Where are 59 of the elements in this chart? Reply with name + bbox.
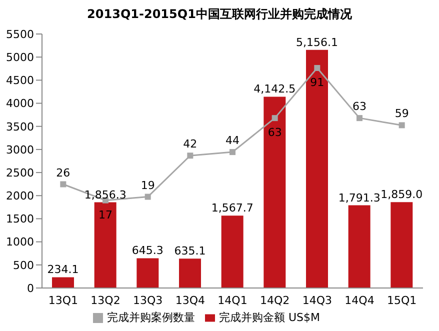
- data-label: 44: [226, 134, 240, 148]
- data-label: 63: [268, 126, 282, 140]
- y-tick-label: 2500: [6, 166, 34, 180]
- y-tick-label: 0: [27, 282, 34, 295]
- y-tick-label: 2000: [6, 190, 34, 203]
- x-tick-label: 15Q1: [387, 294, 417, 307]
- x-tick-label: 13Q2: [90, 294, 120, 307]
- bar: [136, 258, 159, 288]
- x-tick-label: 13Q4: [175, 294, 205, 307]
- bar: [264, 96, 286, 288]
- x-tick-label: 13Q3: [133, 294, 163, 307]
- x-tick-label: 14Q3: [302, 294, 332, 307]
- data-label: 234.1: [47, 263, 79, 276]
- y-tick-label: 4500: [6, 74, 34, 88]
- bar: [179, 258, 201, 288]
- point: [187, 152, 194, 159]
- point: [144, 194, 151, 200]
- bar: [221, 216, 244, 288]
- bar: [52, 277, 74, 288]
- y-tick-label: 3000: [6, 143, 34, 156]
- y-tick-label: 3500: [6, 120, 34, 134]
- point: [272, 115, 278, 122]
- point: [314, 64, 320, 71]
- point: [60, 181, 66, 188]
- chart-title: 2013Q1-2015Q1中国互联网行业并购完成情况: [86, 6, 353, 23]
- bar: [348, 205, 370, 288]
- y-tick-label: 4000: [6, 97, 34, 110]
- bar: [306, 50, 328, 288]
- y-tick-label: 5000: [6, 50, 34, 64]
- x-tick-label: 14Q1: [218, 294, 248, 307]
- x-tick-label: 14Q2: [260, 294, 290, 307]
- data-label: 42: [183, 138, 198, 151]
- data-label: 4,142.5: [254, 82, 296, 96]
- point: [230, 149, 236, 156]
- x-tick-label: 13Q1: [48, 294, 78, 307]
- data-label: 1,567.7: [211, 202, 254, 215]
- y-tick-label: 1500: [6, 212, 34, 226]
- legend-label: 完成并购金额 US$M: [218, 311, 320, 324]
- point: [398, 122, 405, 128]
- point: [356, 115, 362, 122]
- bar: [390, 202, 413, 288]
- data-label: 5,156.1: [296, 36, 338, 49]
- data-label: 645.3: [132, 244, 164, 258]
- data-label: 17: [98, 208, 112, 222]
- y-tick-label: 1000: [6, 236, 34, 249]
- y-tick-label: 5500: [6, 28, 34, 41]
- data-label: 635.1: [174, 244, 206, 258]
- data-label: 26: [56, 166, 70, 180]
- legend-label: 完成并购案例数量: [106, 311, 195, 324]
- x-tick-label: 14Q4: [344, 294, 374, 307]
- data-label: 91: [310, 76, 324, 89]
- data-label: 1,791.3: [338, 191, 380, 204]
- data-label: 59: [394, 107, 409, 120]
- bar: [94, 202, 116, 288]
- data-label: 63: [352, 100, 366, 114]
- data-label: 1,856.3: [84, 188, 126, 202]
- data-label: 1,859.0: [380, 188, 423, 202]
- y-tick-label: 500: [13, 258, 34, 272]
- data-label: 19: [140, 178, 155, 192]
